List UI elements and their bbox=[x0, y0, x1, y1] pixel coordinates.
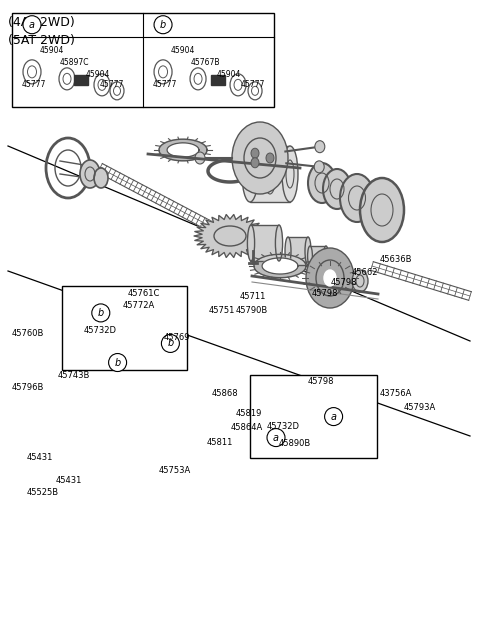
Ellipse shape bbox=[80, 160, 100, 188]
Text: b: b bbox=[167, 338, 174, 349]
Ellipse shape bbox=[94, 168, 108, 188]
Text: 45793A: 45793A bbox=[403, 403, 435, 411]
Ellipse shape bbox=[360, 178, 404, 242]
Ellipse shape bbox=[282, 146, 298, 202]
Bar bbox=[12, 13, 274, 107]
Text: 45662: 45662 bbox=[351, 268, 378, 277]
Ellipse shape bbox=[308, 163, 336, 203]
Polygon shape bbox=[31, 43, 119, 79]
Polygon shape bbox=[159, 139, 207, 161]
Circle shape bbox=[23, 16, 41, 34]
Text: 45769: 45769 bbox=[163, 333, 190, 342]
Text: 45798: 45798 bbox=[312, 289, 338, 298]
Ellipse shape bbox=[308, 246, 312, 266]
Bar bbox=[250, 375, 377, 458]
Text: 45777: 45777 bbox=[153, 80, 178, 89]
Polygon shape bbox=[194, 214, 266, 258]
Circle shape bbox=[108, 354, 127, 371]
Ellipse shape bbox=[247, 225, 254, 261]
Text: 45431: 45431 bbox=[26, 453, 53, 462]
Text: 45732D: 45732D bbox=[84, 326, 117, 335]
Bar bbox=[250, 146, 290, 202]
Text: 45819: 45819 bbox=[235, 409, 262, 418]
Circle shape bbox=[267, 429, 285, 446]
Text: 45753A: 45753A bbox=[158, 466, 191, 475]
Bar bbox=[288, 237, 308, 265]
Circle shape bbox=[161, 335, 180, 352]
Text: 45864A: 45864A bbox=[230, 423, 263, 432]
Ellipse shape bbox=[340, 174, 374, 222]
Text: 45772A: 45772A bbox=[122, 301, 155, 310]
Ellipse shape bbox=[242, 146, 258, 202]
Ellipse shape bbox=[97, 44, 133, 92]
Bar bbox=[251, 225, 279, 261]
Ellipse shape bbox=[324, 246, 328, 266]
Bar bbox=[211, 75, 225, 85]
Text: (5AT 2WD): (5AT 2WD) bbox=[8, 34, 75, 47]
Bar bbox=[310, 246, 326, 266]
Polygon shape bbox=[254, 254, 306, 278]
Bar bbox=[62, 286, 187, 370]
Text: a: a bbox=[273, 432, 279, 443]
Ellipse shape bbox=[266, 153, 274, 163]
Text: 45711: 45711 bbox=[240, 292, 266, 301]
Text: 45751: 45751 bbox=[209, 306, 235, 315]
Text: a: a bbox=[331, 411, 336, 422]
Text: 45796B: 45796B bbox=[12, 384, 44, 392]
Text: 45798: 45798 bbox=[307, 377, 334, 386]
Text: 45777: 45777 bbox=[22, 80, 47, 89]
Polygon shape bbox=[42, 48, 108, 74]
Circle shape bbox=[324, 408, 343, 425]
Ellipse shape bbox=[195, 152, 205, 164]
Text: 45790B: 45790B bbox=[235, 306, 267, 315]
Text: b: b bbox=[160, 20, 166, 30]
Text: 45636B: 45636B bbox=[379, 255, 412, 264]
Ellipse shape bbox=[305, 237, 311, 265]
Ellipse shape bbox=[285, 237, 291, 265]
Text: 45777: 45777 bbox=[241, 80, 265, 89]
Polygon shape bbox=[167, 143, 199, 157]
Text: 43756A: 43756A bbox=[379, 389, 411, 398]
Ellipse shape bbox=[251, 158, 259, 168]
Circle shape bbox=[154, 16, 172, 34]
Ellipse shape bbox=[352, 270, 368, 292]
Ellipse shape bbox=[276, 225, 283, 261]
Ellipse shape bbox=[232, 122, 288, 194]
Text: 45904: 45904 bbox=[171, 46, 195, 55]
Circle shape bbox=[92, 304, 110, 322]
Text: 45743B: 45743B bbox=[58, 371, 90, 380]
Text: 45904: 45904 bbox=[86, 70, 110, 80]
Text: b: b bbox=[114, 357, 121, 368]
Text: 45897C: 45897C bbox=[60, 59, 89, 67]
Text: 45904: 45904 bbox=[217, 70, 241, 80]
Ellipse shape bbox=[323, 169, 351, 209]
Ellipse shape bbox=[251, 148, 259, 158]
Text: 45732D: 45732D bbox=[266, 422, 300, 431]
Text: 45761C: 45761C bbox=[127, 289, 159, 298]
Ellipse shape bbox=[306, 248, 354, 308]
Text: 45760B: 45760B bbox=[12, 329, 44, 338]
Text: 45904: 45904 bbox=[40, 46, 64, 55]
Text: a: a bbox=[29, 20, 35, 30]
Text: 45525B: 45525B bbox=[26, 488, 59, 497]
Text: 45811: 45811 bbox=[206, 438, 233, 446]
Text: (4AT 2WD): (4AT 2WD) bbox=[8, 16, 75, 29]
Text: 45798: 45798 bbox=[330, 278, 357, 287]
Bar bbox=[74, 75, 88, 85]
Text: 45868: 45868 bbox=[211, 389, 238, 398]
Ellipse shape bbox=[324, 270, 336, 286]
Text: 45767B: 45767B bbox=[191, 59, 220, 67]
Text: 45431: 45431 bbox=[55, 476, 82, 485]
Text: b: b bbox=[97, 308, 104, 318]
Ellipse shape bbox=[315, 141, 325, 153]
Text: 45890B: 45890B bbox=[278, 439, 311, 448]
Text: 45777: 45777 bbox=[100, 80, 124, 89]
Ellipse shape bbox=[314, 161, 324, 173]
Polygon shape bbox=[262, 258, 298, 274]
